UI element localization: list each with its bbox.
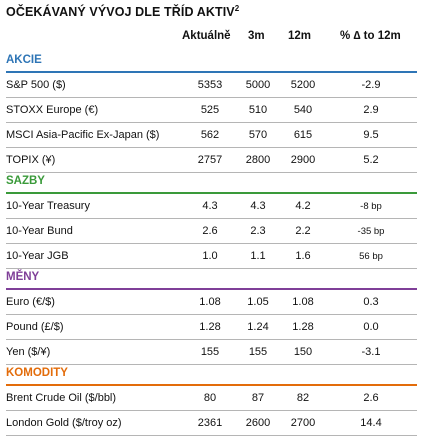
row-label: STOXX Europe (€) (6, 104, 99, 116)
cell-change: 0.0 (363, 321, 379, 333)
cell-current: 2361 (197, 417, 223, 429)
section-label: AKCIE (6, 54, 42, 66)
column-header-12m: 12m (288, 30, 312, 42)
table-row: 10-Year JGB 1.0 1.1 1.6 56 bp (6, 244, 417, 269)
cell-change: 2.6 (363, 392, 379, 404)
row-label: Brent Crude Oil ($/bbl) (6, 392, 117, 404)
cell-current: 4.3 (202, 200, 218, 212)
cell-3m: 510 (248, 104, 268, 116)
cell-change: -2.9 (361, 79, 381, 91)
cell-3m: 1.24 (247, 321, 269, 333)
row-label: 10-Year Treasury (6, 200, 90, 212)
row-label: 10-Year JGB (6, 250, 69, 262)
cell-12m: 82 (296, 392, 310, 404)
cell-change: -3.1 (361, 346, 381, 358)
cell-change: -8 bp (360, 201, 382, 212)
cell-current: 525 (200, 104, 220, 116)
cell-current: 2757 (197, 154, 223, 166)
section-label: SAZBY (6, 175, 45, 187)
cell-current: 562 (200, 129, 220, 141)
cell-change: 5.2 (363, 154, 379, 166)
cell-current: 1.0 (202, 250, 218, 262)
cell-12m: 2.2 (295, 225, 311, 237)
table-row: STOXX Europe (€) 525 510 540 2.9 (6, 98, 417, 123)
cell-current: 1.28 (199, 321, 221, 333)
cell-12m: 540 (293, 104, 313, 116)
row-label: 10-Year Bund (6, 225, 73, 237)
table-row: Pound (£/$) 1.28 1.24 1.28 0.0 (6, 315, 417, 340)
cell-current: 2.6 (202, 225, 218, 237)
table-row: London Gold ($/troy oz) 2361 2600 2700 14.4 (6, 411, 417, 436)
cell-3m: 5000 (245, 79, 271, 91)
table-title: OČEKÁVANÝ VÝVOJ DLE TŘÍD AKTIV2 (6, 4, 240, 19)
row-label: London Gold ($/troy oz) (6, 417, 122, 429)
cell-3m: 1.1 (250, 250, 266, 262)
cell-3m: 2.3 (250, 225, 266, 237)
cell-12m: 615 (293, 129, 313, 141)
cell-3m: 155 (248, 346, 268, 358)
cell-change: 2.9 (363, 104, 379, 116)
table-row: Yen ($/¥) 155 155 150 -3.1 (6, 340, 417, 365)
cell-12m: 2900 (290, 154, 316, 166)
cell-3m: 570 (248, 129, 268, 141)
cell-12m: 1.28 (292, 321, 314, 333)
cell-3m: 1.05 (247, 296, 269, 308)
section-header: SAZBY (6, 173, 417, 194)
cell-current: 5353 (197, 79, 223, 91)
cell-current: 80 (203, 392, 217, 404)
cell-change: 0.3 (363, 296, 379, 308)
section-header: MĚNY (6, 269, 417, 290)
row-label: S&P 500 ($) (6, 79, 66, 91)
cell-change: 56 bp (359, 251, 383, 262)
cell-12m: 150 (293, 346, 313, 358)
cell-3m: 2600 (245, 417, 271, 429)
cell-current: 1.08 (199, 296, 221, 308)
row-label: Yen ($/¥) (6, 346, 51, 358)
cell-12m: 1.08 (292, 296, 314, 308)
table-row: Brent Crude Oil ($/bbl) 80 87 82 2.6 (6, 386, 417, 411)
section-header: KOMODITY (6, 365, 417, 386)
row-label: TOPIX (¥) (6, 154, 56, 166)
title-footnote: 2 (234, 4, 240, 13)
cell-change: 14.4 (360, 417, 382, 429)
cell-current: 155 (200, 346, 220, 358)
cell-3m: 87 (251, 392, 265, 404)
row-label: MSCI Asia-Pacific Ex-Japan ($) (6, 129, 160, 141)
cell-3m: 4.3 (250, 200, 266, 212)
section-label: MĚNY (6, 271, 40, 283)
cell-12m: 4.2 (295, 200, 311, 212)
cell-change: -35 bp (357, 226, 385, 237)
table-row: 10-Year Bund 2.6 2.3 2.2 -35 bp (6, 219, 417, 244)
column-header-3m: 3m (248, 30, 265, 42)
table-row: S&P 500 ($) 5353 5000 5200 -2.9 (6, 73, 417, 98)
cell-12m: 5200 (290, 79, 316, 91)
table-row: Euro (€/$) 1.08 1.05 1.08 0.3 (6, 290, 417, 315)
section-label: KOMODITY (6, 367, 68, 379)
cell-3m: 2800 (245, 154, 271, 166)
column-header-current: Aktuálně (182, 30, 231, 42)
table-row: 10-Year Treasury 4.3 4.3 4.2 -8 bp (6, 194, 417, 219)
cell-12m: 2700 (290, 417, 316, 429)
row-label: Euro (€/$) (6, 296, 55, 308)
table-row: TOPIX (¥) 2757 2800 2900 5.2 (6, 148, 417, 173)
table-row: MSCI Asia-Pacific Ex-Japan ($) 562 570 615 9… (6, 123, 417, 148)
row-label: Pound (£/$) (6, 321, 64, 333)
cell-change: 9.5 (363, 129, 379, 141)
section-header: AKCIE (6, 52, 417, 73)
column-header-change: % ∆ to 12m (340, 30, 401, 42)
cell-12m: 1.6 (295, 250, 311, 262)
